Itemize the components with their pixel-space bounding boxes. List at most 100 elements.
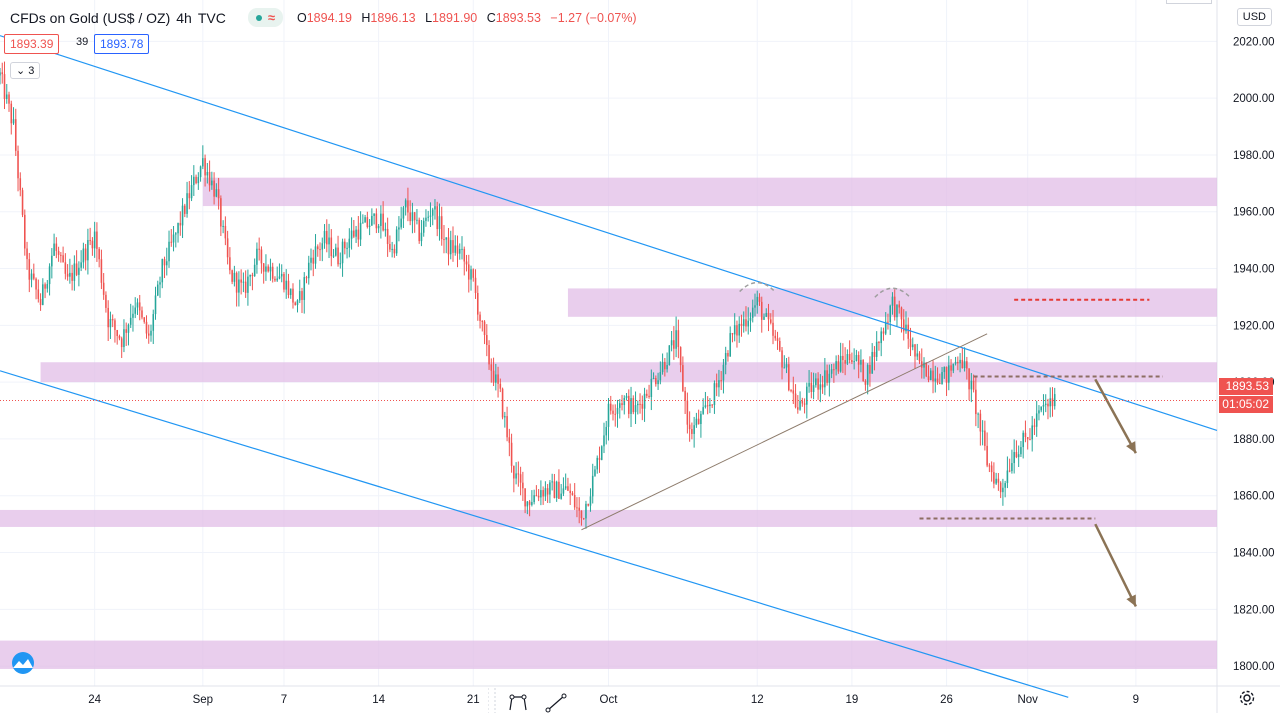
projection-arrowhead — [1126, 441, 1136, 454]
candle-body — [920, 361, 923, 368]
candle-body — [193, 176, 195, 186]
candle-body — [17, 150, 19, 179]
candle-body — [1, 72, 4, 75]
candle-body — [966, 361, 968, 369]
candle-body — [515, 473, 517, 479]
candle-body — [801, 401, 804, 404]
candle-body — [434, 206, 436, 210]
settings-gear-icon[interactable] — [1238, 689, 1256, 707]
currency-button[interactable]: USD — [1236, 8, 1272, 26]
market-status-pill[interactable]: ≈ — [247, 8, 283, 27]
bar-countdown: 01:05:02 — [1219, 396, 1273, 413]
candle-body — [542, 490, 544, 497]
candle-body — [637, 403, 639, 406]
candle-body — [292, 288, 294, 303]
candle-body — [630, 398, 632, 414]
candle-body — [853, 361, 855, 363]
candle-body — [670, 340, 673, 346]
candle-body — [188, 193, 191, 199]
candle-body — [975, 389, 977, 415]
ask-price[interactable]: 1893.78 — [94, 34, 150, 54]
candle-body — [896, 304, 898, 318]
pattern-tool-icon[interactable] — [509, 694, 527, 711]
candle-body — [999, 482, 1002, 493]
candle-body — [598, 457, 601, 460]
candle-body — [819, 384, 822, 390]
candle-body — [296, 300, 299, 306]
x-tick-label: Sep — [193, 694, 213, 706]
candle-body — [589, 496, 592, 506]
candle-body — [688, 424, 691, 430]
candle-body — [1017, 454, 1020, 458]
candle-body — [163, 259, 166, 266]
candle-body — [1051, 398, 1054, 407]
y-tick-label: 1980.00 — [1233, 150, 1275, 162]
candle-body — [738, 323, 741, 336]
tradingview-logo-icon[interactable] — [8, 652, 38, 674]
candle-body — [531, 502, 533, 505]
candle-body — [526, 501, 529, 507]
candle-body — [422, 220, 425, 233]
candle-body — [857, 354, 860, 365]
candle-body — [851, 360, 853, 363]
candle-body — [560, 493, 562, 499]
candle-body — [700, 413, 702, 425]
candle-body — [84, 248, 87, 261]
candle-body — [386, 228, 389, 244]
candle-body — [1026, 437, 1029, 440]
x-tick-label: 21 — [467, 694, 480, 706]
candle-body — [206, 172, 209, 176]
candle-body — [902, 319, 905, 332]
trendline-tool-icon[interactable] — [545, 693, 567, 713]
indicators-collapse-button[interactable]: ⌄ 3 — [10, 62, 41, 79]
candle-body — [175, 233, 177, 235]
candle-body — [623, 398, 626, 406]
candle-body — [278, 276, 281, 279]
candle-body — [476, 292, 479, 315]
candle-body — [765, 312, 768, 317]
candle-body — [860, 359, 862, 365]
candle-body — [1038, 410, 1040, 414]
candle-body — [929, 370, 932, 380]
candle-body — [713, 383, 716, 406]
candle-body — [35, 278, 37, 290]
symbol-title[interactable]: CFDs on Gold (US$ / OZ) — [10, 9, 171, 26]
candle-body — [618, 403, 621, 408]
candle-body — [436, 206, 439, 230]
bid-price[interactable]: 1893.39 — [4, 34, 60, 54]
candle-body — [165, 261, 168, 266]
candle-body — [745, 319, 747, 327]
candle-body — [458, 248, 461, 254]
candle-body — [1004, 483, 1006, 488]
candle-body — [0, 72, 1, 76]
candle-body — [328, 237, 330, 245]
candle-body — [984, 430, 986, 446]
candle-body — [1033, 425, 1036, 427]
candle-body — [375, 213, 378, 229]
candle-body — [634, 405, 637, 413]
candle-body — [294, 302, 297, 306]
x-tick-label: 7 — [281, 694, 287, 706]
candle-body — [240, 279, 242, 283]
y-tick-label: 2020.00 — [1233, 36, 1275, 48]
candle-body — [366, 217, 369, 227]
candle-body — [71, 272, 73, 281]
candle-body — [24, 214, 26, 249]
y-tick-label: 1820.00 — [1233, 604, 1275, 616]
candle-body — [549, 482, 551, 495]
interval-label[interactable]: 4h — [176, 9, 192, 26]
top-toolbar-tab[interactable] — [1166, 0, 1212, 4]
candle-body — [5, 94, 8, 99]
candle-body — [981, 430, 984, 432]
candle-body — [443, 239, 445, 241]
candle-body — [440, 216, 443, 240]
candle-body — [161, 259, 164, 283]
y-tick-label: 1960.00 — [1233, 207, 1275, 219]
candle-body — [668, 345, 671, 366]
candle-body — [952, 363, 955, 371]
candle-body — [675, 330, 677, 349]
candle-body — [934, 378, 937, 382]
candle-body — [774, 335, 777, 339]
candle-body — [939, 382, 941, 384]
